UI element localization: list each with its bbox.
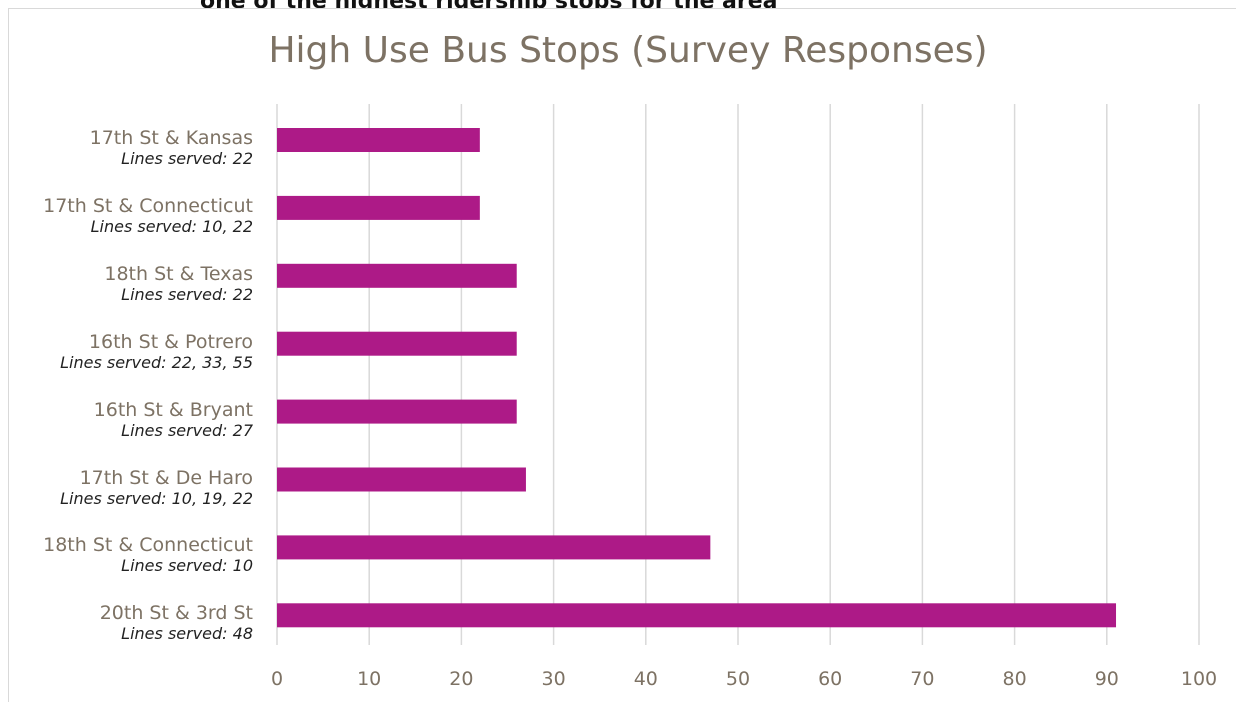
- category-lines-served: Lines served: 10: [121, 556, 253, 576]
- bar-3: [277, 331, 517, 356]
- bar-4: [277, 399, 517, 424]
- x-tick-label: 40: [634, 668, 658, 690]
- category-name: 18th St & Texas: [104, 262, 253, 285]
- x-tick-label: 20: [449, 668, 473, 690]
- category-lines-served: Lines served: 10, 22: [90, 216, 253, 236]
- category-lines-served: Lines served: 22: [121, 149, 253, 168]
- category-lines-served: Lines served: 27: [121, 420, 253, 440]
- category-name: 16th St & Potrero: [88, 330, 253, 353]
- category-lines-served: Lines served: 48: [121, 624, 253, 644]
- x-tick-label: 30: [542, 668, 566, 690]
- category-name: 16th St & Bryant: [93, 398, 253, 421]
- bar-0: [277, 128, 480, 152]
- chart-frame: [8, 8, 1236, 702]
- bar-6: [277, 535, 711, 560]
- category-name: 17th St & Connecticut: [43, 194, 253, 217]
- x-tick-label: 70: [910, 668, 934, 690]
- x-tick-label: 0: [271, 668, 283, 690]
- category-lines-served: Lines served: 10, 19, 22: [60, 488, 253, 508]
- x-tick-label: 10: [357, 668, 381, 690]
- category-label: 18th St & Connecticut Lines served: 10: [43, 534, 253, 576]
- category-label: 20th St & 3rd St Lines served: 48: [100, 602, 253, 644]
- category-label: 16th St & Bryant Lines served: 27: [94, 399, 253, 441]
- category-lines-served: Lines served: 22, 33, 55: [60, 352, 253, 372]
- category-label: 17th St & Kansas Lines served: 22: [90, 127, 253, 169]
- x-tick-label: 50: [726, 668, 750, 690]
- category-label: 18th St & Texas Lines served: 22: [104, 263, 253, 305]
- category-label: 16th St & Potrero Lines served: 22, 33, 5…: [60, 331, 253, 373]
- category-name: 20th St & 3rd St: [99, 602, 253, 625]
- x-tick-label: 60: [818, 668, 842, 690]
- category-label: 17th St & De Haro Lines served: 10, 19, 2…: [60, 467, 253, 509]
- bar-5: [277, 467, 526, 492]
- x-tick-label: 80: [1003, 668, 1027, 690]
- category-label: 17th St & Connecticut Lines served: 10, 2…: [43, 195, 253, 237]
- category-lines-served: Lines served: 22: [121, 284, 253, 304]
- category-name: 18th St & Connecticut: [43, 534, 253, 557]
- bar-2: [277, 263, 517, 288]
- bar-7: [277, 603, 1117, 628]
- category-name: 17th St & Kansas: [89, 127, 253, 149]
- chart-title: High Use Bus Stops (Survey Responses): [268, 30, 988, 71]
- x-tick-label: 90: [1095, 668, 1119, 690]
- bar-1: [277, 195, 480, 220]
- category-name: 17th St & De Haro: [79, 466, 253, 489]
- x-tick-label: 100: [1181, 668, 1217, 690]
